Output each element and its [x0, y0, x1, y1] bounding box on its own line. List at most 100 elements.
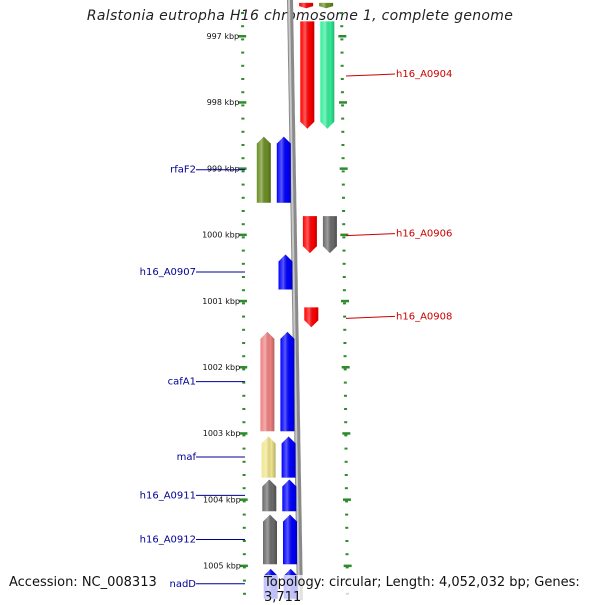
tick-mark-right — [342, 432, 351, 435]
ruler-dot-right — [343, 394, 347, 397]
ruler-dot-right — [343, 342, 347, 344]
ruler-dot-left — [241, 223, 245, 226]
ruler-dot-right — [340, 38, 344, 41]
gene-arrow-shading — [304, 307, 319, 328]
ruler-dot-left — [241, 64, 245, 67]
ruler-dot-left — [241, 276, 245, 278]
ruler-dot-right — [340, 51, 344, 54]
ruler-dot-left — [242, 315, 246, 318]
gene-arrow-shading — [282, 479, 297, 512]
tick-mark-left — [239, 498, 248, 501]
gene-arrow-shading — [278, 254, 293, 290]
tick-mark-right — [342, 498, 351, 501]
ruler-dot-right — [343, 368, 347, 371]
ruler-dot-right — [344, 487, 348, 490]
gene-arrow-shading — [299, 2, 314, 9]
gene-arrow-shading — [302, 216, 317, 254]
ruler-dot-left — [241, 210, 245, 212]
ruler-dot-left — [242, 355, 246, 358]
tick-mark-left — [239, 564, 248, 568]
gene-label-h16_A0906[interactable]: h16_A0906 — [396, 229, 452, 240]
gene-arrow-shading — [281, 436, 296, 478]
tick-label: 997 kbp — [207, 32, 240, 41]
ruler-dot-left — [241, 38, 245, 41]
ruler-dot-right — [342, 210, 346, 212]
gene-g1[interactable] — [299, 2, 314, 9]
gene-h16_A0906[interactable] — [302, 216, 317, 254]
ruler-dot-right — [345, 526, 349, 529]
ruler-dot-left — [242, 474, 246, 476]
ruler-dot-left — [242, 302, 246, 305]
gene-g2[interactable] — [319, 2, 334, 9]
gene-label-rfaF2[interactable]: rfaF2 — [170, 165, 196, 176]
ruler-dot-left — [241, 262, 245, 265]
ruler-dot-right — [343, 302, 347, 305]
tick-label: 1000 kbp — [202, 231, 240, 240]
gene-h16_A0908[interactable] — [304, 307, 319, 328]
gene-g6[interactable] — [276, 136, 291, 203]
gene-h16_A0912[interactable] — [263, 514, 277, 565]
ruler-dot-right — [344, 460, 348, 463]
tick-label: 998 kbp — [207, 98, 240, 107]
tick-mark-left — [239, 299, 248, 303]
ruler-dot-left — [241, 12, 245, 14]
tick-label: 1004 kbp — [203, 495, 241, 504]
gene-label-nadD[interactable]: nadD — [169, 579, 196, 590]
tick-mark-right — [343, 564, 352, 568]
ruler-dot-left — [242, 460, 246, 463]
tick-label: 1001 kbp — [202, 297, 240, 306]
ruler-dot-right — [343, 355, 347, 358]
gene-g16[interactable] — [282, 479, 297, 512]
ruler-dot-left — [242, 513, 246, 516]
ruler-dot-left — [241, 104, 245, 107]
ruler-dot-right — [345, 540, 349, 542]
ruler-dot-right — [345, 566, 349, 569]
tick-mark-left — [238, 101, 247, 104]
ruler-dot-left — [241, 51, 245, 54]
gene-g8[interactable] — [322, 216, 337, 254]
gene-g14[interactable] — [281, 436, 296, 478]
tick-label: 1002 kbp — [203, 363, 241, 372]
ruler-dot-left — [241, 196, 245, 199]
gene-h16_A0907[interactable] — [278, 254, 293, 290]
ruler-dot-right — [340, 64, 344, 67]
ruler-dot-right — [341, 170, 345, 173]
gene-g12[interactable] — [280, 331, 295, 432]
ruler-dot-left — [242, 368, 246, 371]
ruler-dot-right — [342, 276, 346, 278]
gene-arrow-shading — [261, 436, 276, 478]
gene-rfaF2[interactable] — [256, 136, 271, 203]
ruler-dot-left — [241, 78, 245, 80]
ruler-dot-left — [241, 91, 245, 94]
ruler-dot-left — [242, 553, 246, 556]
gene-g18[interactable] — [283, 514, 297, 565]
ruler-dot-left — [242, 579, 246, 582]
ruler-dots — [241, 12, 349, 595]
ruler-dot-left — [242, 487, 246, 490]
ruler-dot-right — [340, 91, 344, 94]
ruler-dot-right — [344, 408, 348, 410]
ruler-dot-left — [242, 408, 246, 410]
ruler-dot-left — [241, 170, 245, 173]
gene-h16_A0904[interactable] — [300, 21, 315, 129]
gene-maf[interactable] — [261, 436, 276, 478]
gene-label-cafA1[interactable]: cafA1 — [168, 377, 196, 388]
gene-label-h16_A0907[interactable]: h16_A0907 — [140, 267, 196, 278]
gene-cafA1[interactable] — [260, 331, 275, 432]
gene-label-h16_A0911[interactable]: h16_A0911 — [140, 490, 196, 501]
gene-h16_A0911[interactable] — [262, 479, 277, 512]
ruler-dot-left — [241, 25, 245, 28]
gene-g4[interactable] — [320, 21, 335, 129]
gene-label-h16_A0908[interactable]: h16_A0908 — [396, 311, 452, 322]
ruler-dot-right — [340, 78, 344, 80]
gene-label-maf[interactable]: maf — [177, 452, 197, 463]
tick-mark-right — [338, 35, 347, 38]
ruler-dot-left — [242, 566, 246, 569]
gene-label-leader — [345, 315, 396, 319]
ruler-dot-right — [341, 157, 345, 160]
gene-label-h16_A0904[interactable]: h16_A0904 — [396, 69, 452, 80]
ruler-dot-right — [344, 434, 348, 437]
ruler-dot-right — [341, 196, 345, 199]
gene-label-h16_A0912[interactable]: h16_A0912 — [140, 534, 196, 545]
ruler-dot-right — [342, 223, 346, 226]
